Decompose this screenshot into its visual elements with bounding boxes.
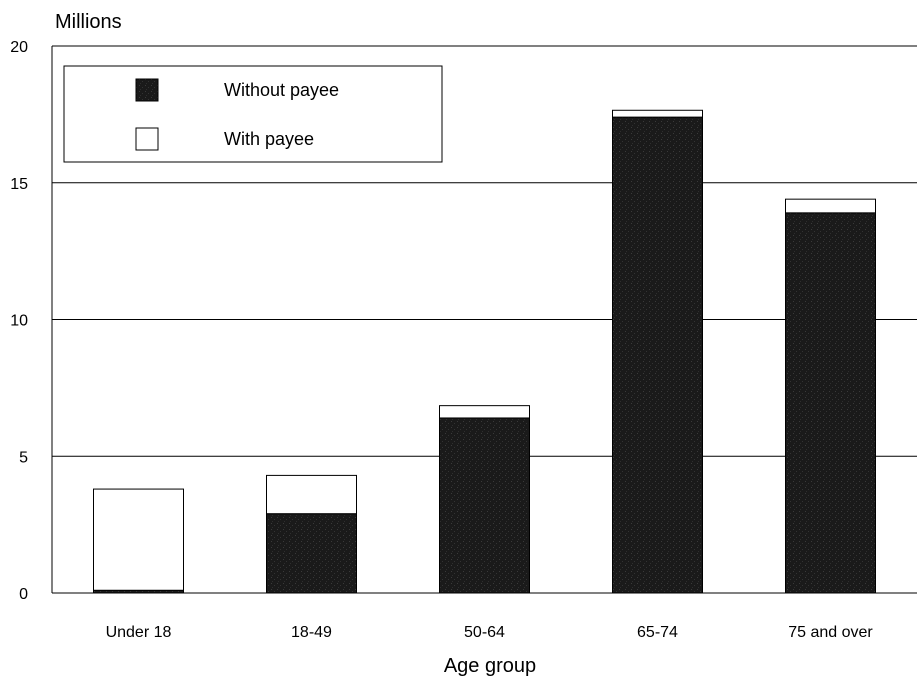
bar-without-payee	[785, 212, 876, 594]
bar-without-payee	[266, 513, 357, 594]
bar-with-payee	[785, 198, 876, 214]
bar-with-payee	[93, 488, 184, 591]
y-tick-label: 20	[10, 39, 28, 56]
y-tick-label: 15	[10, 176, 28, 193]
x-tick-labels: Under 18 18-49 50-64 65-74 75 and over	[106, 624, 874, 641]
y-tick-labels: 0 5 10 15 20	[10, 39, 28, 603]
legend-box	[63, 65, 443, 163]
x-tick-label: 50-64	[464, 624, 505, 641]
x-tick-label: 18-49	[291, 624, 332, 641]
x-tick-label: Under 18	[106, 624, 172, 641]
bar-with-payee	[266, 474, 357, 515]
legend-label-with-payee: With payee	[224, 129, 314, 149]
x-tick-label: 75 and over	[788, 624, 873, 641]
legend-swatch-with-payee	[135, 127, 159, 151]
y-axis-label: Millions	[55, 11, 122, 33]
bar-with-payee	[612, 109, 703, 118]
bars	[93, 109, 876, 594]
legend-swatch-without-payee	[135, 78, 159, 102]
y-tick-label: 5	[19, 449, 28, 466]
legend: Without payee With payee	[63, 65, 443, 163]
bar-without-payee	[612, 116, 703, 594]
gridlines	[51, 45, 917, 594]
x-tick-label: 65-74	[637, 624, 678, 641]
y-tick-label: 0	[19, 586, 28, 603]
y-tick-label: 10	[10, 313, 28, 330]
bar-without-payee	[439, 417, 530, 594]
legend-label-without-payee: Without payee	[224, 80, 339, 100]
x-axis-label: Age group	[444, 655, 536, 677]
bar-with-payee	[439, 405, 530, 419]
